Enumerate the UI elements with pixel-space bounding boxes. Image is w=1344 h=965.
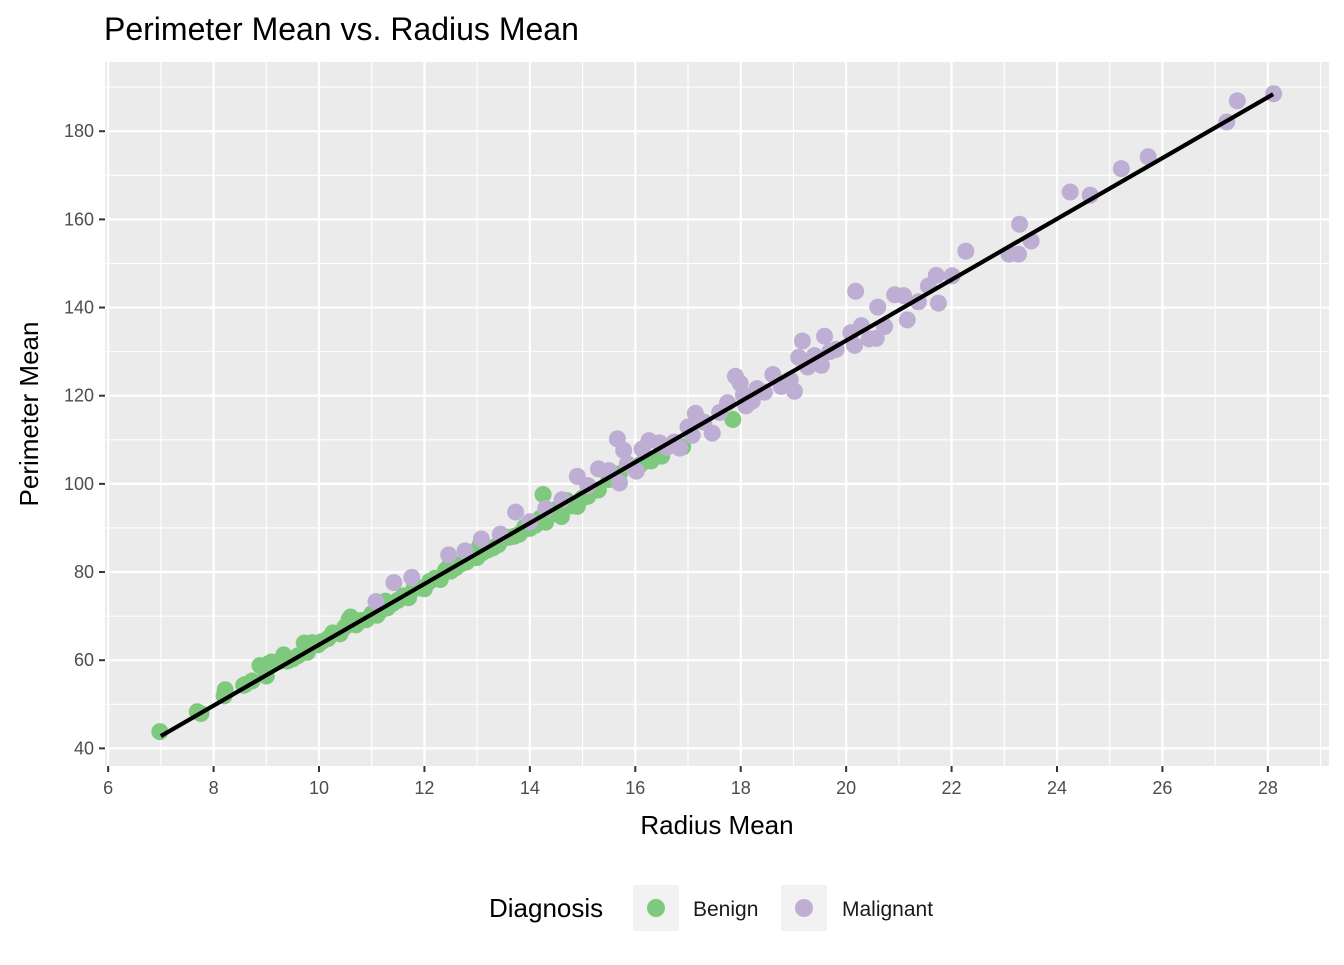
x-tick-label: 10 bbox=[309, 778, 329, 798]
data-point-malignant bbox=[927, 266, 945, 284]
trend-line bbox=[159, 92, 1275, 738]
x-axis-label: Radius Mean bbox=[640, 810, 793, 840]
data-point-malignant bbox=[507, 503, 525, 521]
x-tick-label: 28 bbox=[1258, 778, 1278, 798]
data-point-malignant bbox=[816, 327, 834, 345]
y-tick-label: 140 bbox=[64, 298, 94, 318]
data-point-malignant bbox=[671, 439, 689, 457]
data-point-malignant bbox=[895, 287, 913, 305]
legend-marker-benign bbox=[647, 899, 665, 917]
x-tick-label: 20 bbox=[836, 778, 856, 798]
trend-layer bbox=[159, 92, 1275, 738]
data-point-malignant bbox=[1228, 92, 1246, 110]
x-tick-label: 26 bbox=[1152, 778, 1172, 798]
data-point-malignant bbox=[1139, 148, 1157, 166]
data-point-malignant bbox=[610, 474, 628, 492]
axes-layer: 6 8 10 12 14 16 18 20 22 24 26 28 40 60 80 100 120 140 160… bbox=[64, 121, 1278, 798]
y-axis-label: Perimeter Mean bbox=[14, 322, 44, 507]
legend: Diagnosis Benign Malignant bbox=[489, 885, 933, 931]
data-point-malignant bbox=[793, 332, 811, 350]
data-point-benign bbox=[724, 411, 742, 429]
y-tick-label: 60 bbox=[74, 650, 94, 670]
legend-title: Diagnosis bbox=[489, 893, 603, 923]
y-tick-label: 80 bbox=[74, 562, 94, 582]
data-point-malignant bbox=[867, 329, 885, 347]
data-point-malignant bbox=[785, 382, 803, 400]
data-point-malignant bbox=[385, 574, 403, 592]
data-point-malignant bbox=[1061, 183, 1079, 201]
data-point-malignant bbox=[869, 298, 887, 316]
legend-marker-malignant bbox=[795, 899, 813, 917]
x-tick-label: 8 bbox=[209, 778, 219, 798]
data-point-malignant bbox=[1011, 215, 1029, 233]
data-point-malignant bbox=[898, 311, 916, 329]
y-tick-label: 180 bbox=[64, 121, 94, 141]
data-point-malignant bbox=[440, 546, 458, 564]
data-point-benign bbox=[534, 485, 552, 503]
data-point-malignant bbox=[615, 441, 633, 459]
data-point-malignant bbox=[403, 568, 421, 586]
x-tick-label: 16 bbox=[625, 778, 645, 798]
data-point-malignant bbox=[1112, 160, 1130, 178]
x-tick-label: 22 bbox=[942, 778, 962, 798]
data-point-malignant bbox=[846, 336, 864, 354]
data-point-benign bbox=[216, 681, 234, 699]
x-tick-label: 12 bbox=[414, 778, 434, 798]
legend-label-malignant: Malignant bbox=[842, 898, 933, 921]
data-point-malignant bbox=[367, 593, 385, 611]
x-tick-label: 6 bbox=[103, 778, 113, 798]
data-point-malignant bbox=[627, 462, 645, 480]
data-point-malignant bbox=[847, 282, 865, 300]
y-tick-label: 160 bbox=[64, 209, 94, 229]
y-tick-label: 120 bbox=[64, 386, 94, 406]
data-point-malignant bbox=[929, 294, 947, 312]
data-point-benign bbox=[552, 507, 570, 525]
x-tick-label: 24 bbox=[1047, 778, 1067, 798]
data-point-malignant bbox=[957, 242, 975, 260]
data-point-malignant bbox=[1010, 245, 1028, 263]
data-point-malignant bbox=[812, 356, 830, 374]
data-point-malignant bbox=[703, 424, 721, 442]
data-point-malignant bbox=[456, 542, 474, 560]
data-point-malignant bbox=[472, 530, 490, 548]
x-tick-label: 14 bbox=[520, 778, 540, 798]
y-tick-label: 40 bbox=[74, 738, 94, 758]
y-tick-label: 100 bbox=[64, 474, 94, 494]
chart-title: Perimeter Mean vs. Radius Mean bbox=[104, 11, 579, 47]
legend-label-benign: Benign bbox=[693, 898, 758, 921]
x-tick-label: 18 bbox=[731, 778, 751, 798]
